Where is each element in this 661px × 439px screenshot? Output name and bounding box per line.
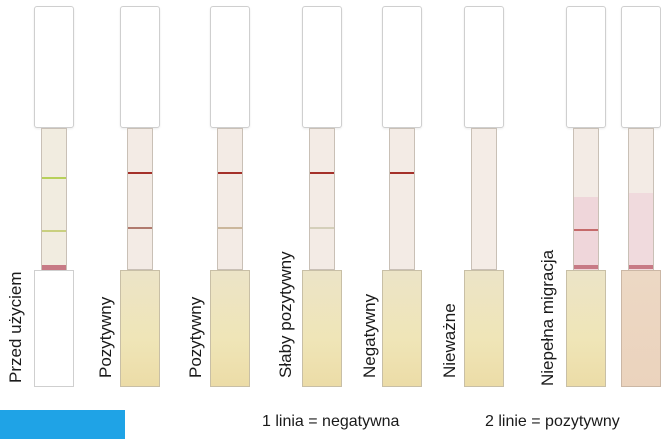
label-incomplete-migration: Niepełna migracja: [538, 249, 557, 386]
label-before-use: Przed użyciem: [6, 271, 25, 383]
strip-top-cap: [382, 6, 422, 128]
control-line: [128, 227, 152, 229]
label-invalid: Nieważne: [440, 303, 459, 378]
test-strip-incomplete-migration-2: [621, 6, 661, 387]
label-positive-2: Pozytywny: [186, 296, 205, 378]
strip-window: [389, 128, 415, 270]
label-positive-1: Pozytywny: [96, 296, 115, 378]
indicator-line: [42, 177, 66, 179]
test-line: [310, 172, 334, 174]
strip-sample-pad: [464, 270, 504, 387]
pink-zone: [629, 193, 653, 271]
strip-top-cap: [34, 6, 74, 128]
test-line: [574, 229, 598, 231]
strip-sample-pad: [34, 270, 74, 387]
label-weak-positive: Słaby pozytywny: [276, 251, 295, 378]
test-strip-negative: [382, 6, 422, 387]
strip-window: [573, 128, 599, 271]
sample-indicator: [42, 265, 66, 271]
strip-window: [628, 128, 654, 271]
legend-one-line: 1 linia = negatywna: [262, 413, 400, 430]
test-strip-invalid: [464, 6, 504, 387]
strip-window: [471, 128, 497, 270]
legend-two-lines: 2 linie = pozytywny: [485, 413, 620, 430]
strip-sample-pad: [382, 270, 422, 387]
strip-top-cap: [120, 6, 160, 128]
strip-sample-pad: [621, 270, 661, 387]
label-negative: Negatywny: [360, 293, 379, 378]
pink-zone: [574, 197, 598, 271]
strip-sample-pad: [302, 270, 342, 387]
strip-top-cap: [302, 6, 342, 128]
test-line: [218, 172, 242, 174]
strip-top-cap: [621, 6, 661, 128]
strip-window: [41, 128, 67, 271]
strip-top-cap: [210, 6, 250, 128]
test-line: [390, 172, 414, 174]
control-line: [218, 227, 242, 229]
sample-indicator: [629, 265, 653, 269]
strip-sample-pad: [120, 270, 160, 387]
strip-top-cap: [566, 6, 606, 128]
indicator-line: [42, 230, 66, 232]
strip-sample-pad: [210, 270, 250, 387]
test-strip-incomplete-migration-1: [566, 6, 606, 387]
strip-window: [217, 128, 243, 270]
strip-sample-pad: [566, 270, 606, 387]
control-line: [310, 227, 334, 229]
strip-top-cap: [464, 6, 504, 128]
test-strip-positive-2: [210, 6, 250, 387]
test-strip-weak-positive: [302, 6, 342, 387]
legend-color-box: [0, 410, 125, 439]
strip-window: [309, 128, 335, 270]
test-strip-positive-1: [120, 6, 160, 387]
test-line: [128, 172, 152, 174]
strip-window: [127, 128, 153, 270]
sample-indicator: [574, 265, 598, 269]
test-strip-before-use: [34, 6, 74, 387]
